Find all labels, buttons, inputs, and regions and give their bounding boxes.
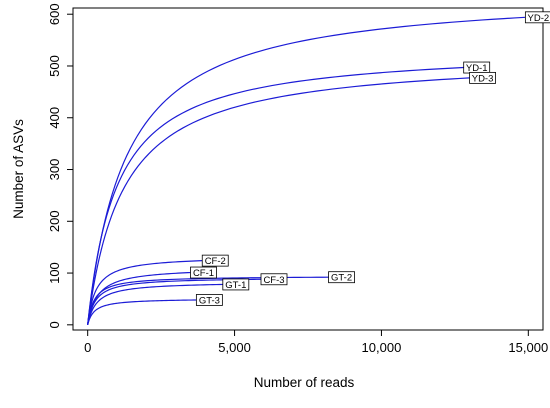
y-axis: 0 100 200 300 400 500 600 (47, 3, 73, 328)
curve-yd-3 (87, 77, 470, 325)
x-axis: 0 5,000 10,000 15,000 (84, 330, 548, 355)
curve-label-cf-1: CF-1 (190, 266, 217, 279)
x-tick-label: 10,000 (362, 340, 402, 355)
curve-label-text: GT-3 (199, 295, 220, 306)
curve-cf-2 (87, 260, 203, 325)
curve-label-box (328, 271, 355, 284)
y-tick-label: 0 (47, 321, 62, 328)
curve-label-yd-2: YD-2 (524, 11, 550, 24)
curve-label-box (201, 254, 229, 267)
y-axis-title: Number of ASVs (11, 119, 26, 219)
curve-label-text: CF-1 (193, 268, 214, 279)
curve-label-text: YD-3 (472, 73, 494, 84)
curve-label-box (260, 273, 288, 286)
curve-cf-3 (87, 278, 262, 325)
curve-label-box (195, 294, 223, 306)
curve-yd-2 (87, 16, 526, 325)
y-tick-label: 100 (47, 262, 62, 284)
curve-label-gt-1: GT-1 (222, 278, 250, 291)
curve-gt-2 (87, 276, 329, 325)
curve-label-cf-2: CF-2 (201, 254, 229, 267)
y-tick-label: 200 (47, 210, 62, 232)
curve-label-gt-3: GT-3 (195, 294, 223, 306)
curve-gt-1 (87, 283, 223, 325)
curve-label-box (469, 71, 496, 84)
curve-label-gt-2: GT-2 (328, 271, 355, 284)
y-tick-label: 500 (47, 55, 62, 77)
y-tick-label: 600 (47, 3, 62, 25)
x-tick-label: 5,000 (218, 340, 251, 355)
y-tick-label: 400 (47, 107, 62, 129)
plot-frame (72, 7, 544, 331)
curves (87, 16, 526, 325)
curve-labels: YD-2 YD-1YD-3 CF-2CF-1 GT-2 CF-3 GT-1 GT-3 (190, 11, 550, 306)
curve-label-box (222, 278, 250, 291)
curve-yd-1 (87, 66, 464, 325)
curve-label-yd-3: YD-3 (469, 71, 496, 84)
curve-gt-3 (87, 299, 197, 325)
x-tick-label: 15,000 (508, 340, 548, 355)
y-tick-label: 300 (47, 159, 62, 181)
curve-label-box (524, 11, 550, 24)
x-axis-title: Number of reads (254, 375, 355, 390)
curve-label-text: CF-2 (205, 256, 226, 267)
curve-label-text: GT-1 (225, 280, 246, 291)
curve-label-text: YD-1 (466, 63, 488, 74)
curve-label-text: YD-2 (528, 13, 550, 24)
curve-label-cf-3: CF-3 (260, 273, 288, 286)
x-tick-label: 0 (84, 340, 91, 355)
curve-label-text: GT-2 (331, 273, 352, 284)
curve-label-box (190, 266, 217, 279)
curve-label-text: CF-3 (263, 275, 284, 286)
